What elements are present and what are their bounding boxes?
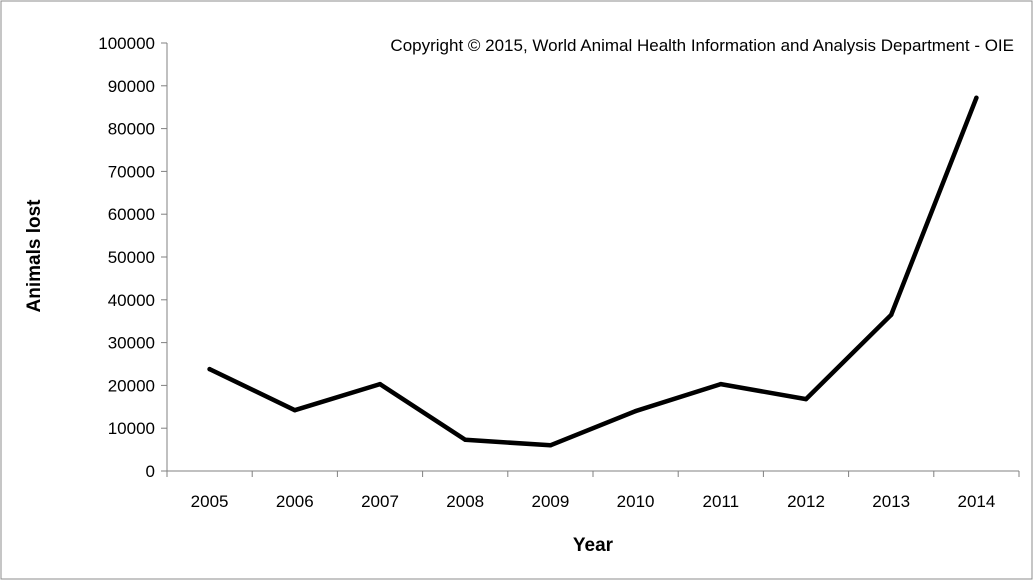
y-tick-label: 70000 <box>108 162 155 181</box>
y-tick-label: 10000 <box>108 419 155 438</box>
y-tick-label: 80000 <box>108 120 155 139</box>
data-point <box>718 381 723 387</box>
data-point <box>633 408 638 414</box>
data-point <box>548 443 553 448</box>
data-point <box>803 396 809 402</box>
y-axis-title: Animals lost <box>24 199 45 313</box>
x-tick-label: 2013 <box>872 492 910 511</box>
data-point <box>207 366 212 372</box>
y-tick-label: 60000 <box>108 205 155 224</box>
x-tick-label: 2014 <box>957 492 995 511</box>
series-group <box>207 95 979 448</box>
x-tick-label: 2011 <box>703 492 740 511</box>
y-tick-label: 30000 <box>108 334 155 353</box>
y-tick-label: 40000 <box>108 291 155 310</box>
data-point <box>463 437 468 442</box>
x-axis-ticks: 2005 2006 2007 2008 2009 2010 2011 2012 2013 2014 <box>166 471 1020 511</box>
copyright-annotation: Copyright © 2015, World Animal Health In… <box>390 36 1014 55</box>
x-tick-label: 2007 <box>361 492 399 511</box>
data-point <box>292 408 297 413</box>
x-tick-label: 2008 <box>446 492 484 511</box>
y-tick-label: 90000 <box>108 77 155 96</box>
x-tick-label: 2012 <box>787 492 825 511</box>
y-tick-label: 20000 <box>108 376 155 395</box>
y-tick-label: 100000 <box>98 34 155 53</box>
x-tick-label: 2006 <box>276 492 314 511</box>
x-tick-label: 2010 <box>617 492 655 511</box>
y-tick-label: 0 <box>146 462 155 481</box>
x-tick-label: 2005 <box>191 492 229 511</box>
y-tick-label: 50000 <box>108 248 155 267</box>
x-axis-title: Year <box>573 535 614 556</box>
data-point <box>377 381 383 387</box>
data-point <box>889 312 894 317</box>
data-point <box>974 95 979 100</box>
x-tick-label: 2009 <box>531 492 569 511</box>
y-axis-ticks: 0 10000 20000 30000 40000 50000 60000 70000 8000… <box>98 34 167 481</box>
series-line <box>207 95 979 448</box>
